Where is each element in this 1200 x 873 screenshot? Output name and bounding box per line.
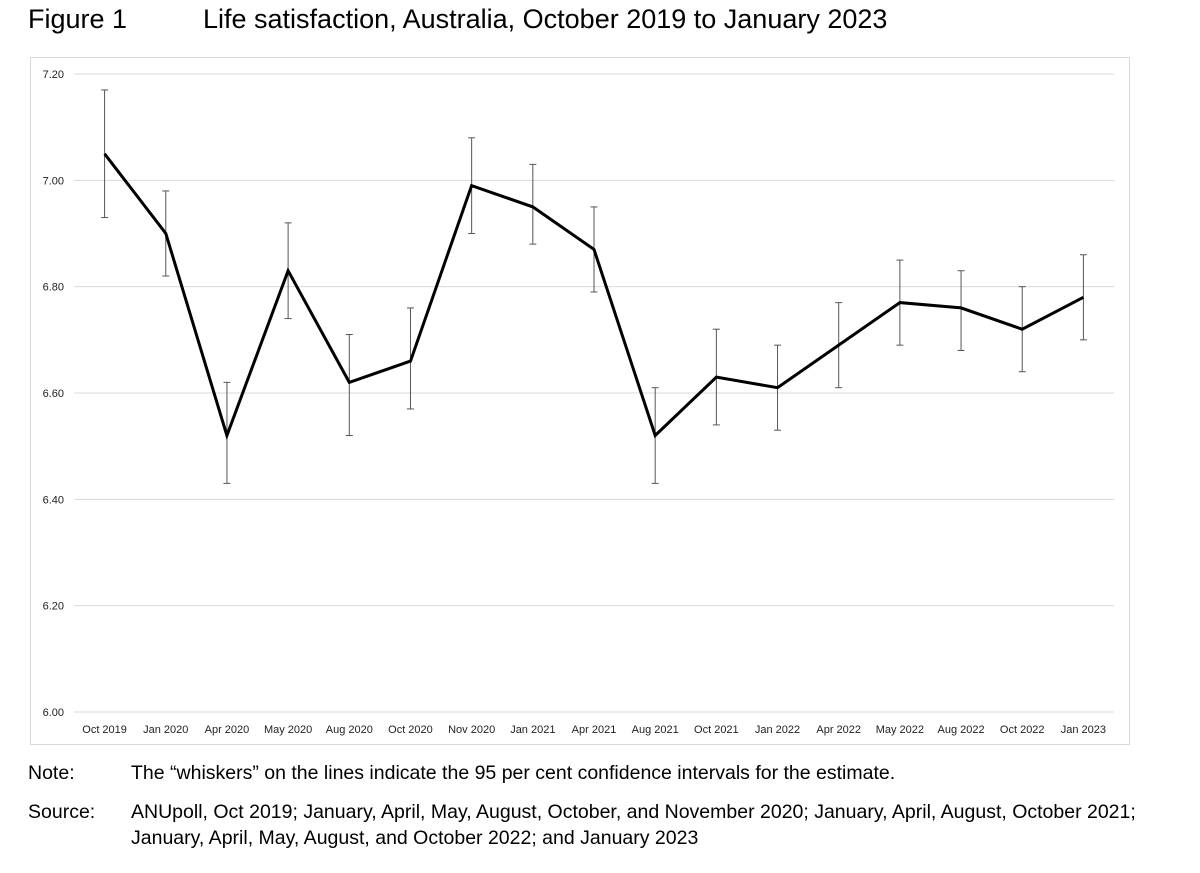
figure-title: Life satisfaction, Australia, October 20… [203, 4, 888, 34]
x-tick-label: Apr 2021 [572, 724, 617, 736]
source-row: Source: ANUpoll, Oct 2019; January, Apri… [28, 799, 1160, 851]
x-axis-tick-labels: Oct 2019 Jan 2020 Apr 2020 May 2020 Aug 2020… [82, 724, 1106, 736]
figure-label: Figure 1 [28, 4, 128, 34]
line-chart: 6.00 6.20 6.40 6.60 6.80 7.00 7.20 Oct 2019 Jan… [43, 69, 1114, 736]
note-text: The “whiskers” on the lines indicate the… [131, 762, 896, 784]
y-tick-label: 7.20 [43, 69, 64, 81]
y-tick-label: 6.80 [43, 282, 64, 294]
x-tick-label: Oct 2022 [1000, 724, 1045, 736]
x-tick-label: Jan 2020 [143, 724, 188, 736]
note-row: Note: The “whiskers” on the lines indica… [28, 760, 1160, 786]
series-line-layer [103, 152, 1085, 441]
source-label: Source: [28, 801, 96, 823]
y-tick-label: 6.40 [43, 494, 64, 506]
x-tick-label: May 2020 [264, 724, 312, 736]
figure-notes: Note: The “whiskers” on the lines indica… [28, 760, 1160, 864]
x-tick-label: Aug 2022 [938, 724, 985, 736]
y-axis-tick-labels: 6.00 6.20 6.40 6.60 6.80 7.00 7.20 [43, 69, 64, 719]
source-text: ANUpoll, Oct 2019; January, April, May, … [131, 801, 1136, 849]
note-label: Note: [28, 762, 75, 784]
x-tick-label: Apr 2020 [205, 724, 250, 736]
error-bar [345, 334, 353, 437]
gridlines [74, 73, 1114, 713]
x-tick-label: Aug 2020 [326, 724, 373, 736]
x-tick-label: May 2022 [876, 724, 924, 736]
error-bar [957, 270, 965, 351]
x-tick-label: Jan 2023 [1061, 724, 1106, 736]
x-tick-label: Oct 2020 [388, 724, 433, 736]
x-tick-label: Oct 2019 [82, 724, 127, 736]
figure-header: Figure 1 Life satisfaction, Australia, O… [28, 4, 1172, 44]
y-tick-label: 6.00 [43, 707, 64, 719]
x-tick-label: Jan 2022 [755, 724, 800, 736]
x-tick-label: Apr 2022 [816, 724, 861, 736]
error-bar [529, 163, 537, 245]
chart-frame: 6.00 6.20 6.40 6.60 6.80 7.00 7.20 Oct 2019 Jan… [30, 57, 1130, 745]
x-tick-label: Nov 2020 [448, 724, 495, 736]
x-tick-label: Aug 2021 [632, 724, 679, 736]
y-tick-label: 6.20 [43, 601, 64, 613]
x-tick-label: Oct 2021 [694, 724, 739, 736]
y-tick-label: 6.60 [43, 388, 64, 400]
x-tick-label: Jan 2021 [510, 724, 555, 736]
y-tick-label: 7.00 [43, 175, 64, 187]
